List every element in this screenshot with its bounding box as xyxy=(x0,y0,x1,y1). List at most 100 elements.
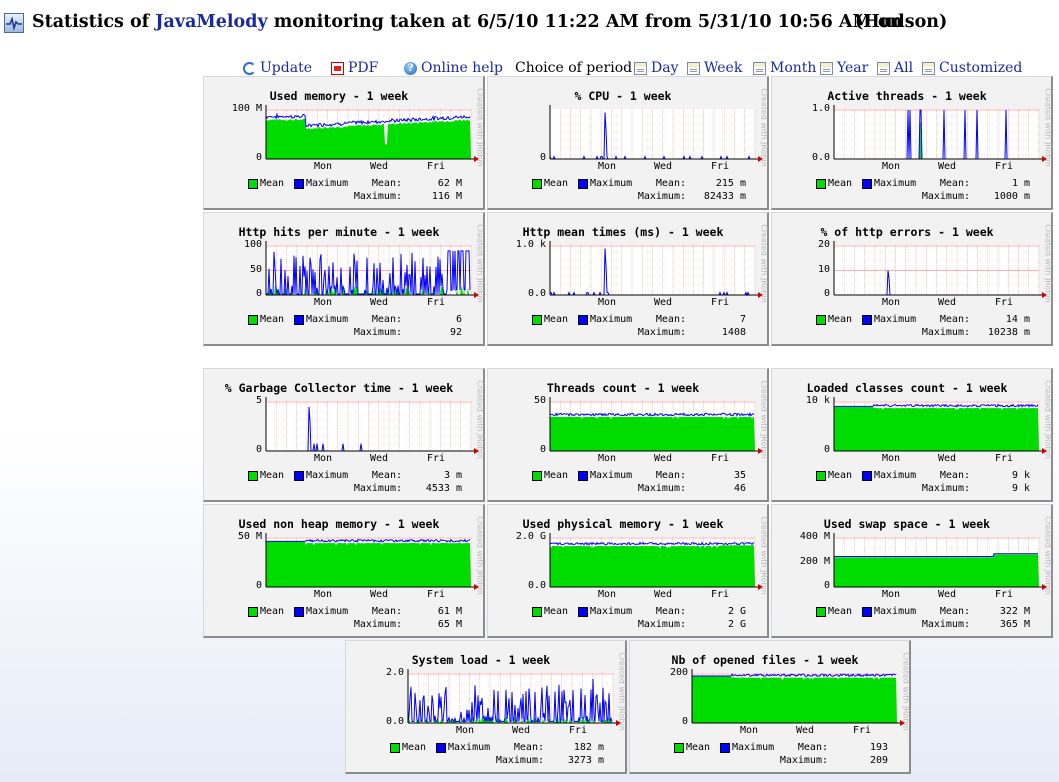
mean-stat-value: 7 xyxy=(739,314,746,325)
pdf-link[interactable]: PDF xyxy=(331,59,378,77)
watermark-text: Created with JRobin xyxy=(1043,88,1053,167)
chart-panel[interactable]: Http mean times (ms) - 1 week 0.0 1.0 k Mon… xyxy=(487,212,769,346)
y-tick-label: 0 xyxy=(255,288,262,299)
refresh-icon xyxy=(243,61,256,75)
chart-panel[interactable]: Active threads - 1 week 0.0 1.0 Mon Wed Fri Cr… xyxy=(771,76,1053,210)
x-tick-label: Wed xyxy=(369,161,389,172)
y-tick-label: 0 xyxy=(823,288,830,299)
mean-series-area xyxy=(692,676,897,723)
chart-title: % Garbage Collector time - 1 week xyxy=(224,381,454,395)
chart-title: % CPU - 1 week xyxy=(574,89,672,103)
chart-panel[interactable]: Used non heap memory - 1 week 0 50 M Mon Wed… xyxy=(203,504,485,638)
mean-swatch xyxy=(674,743,684,753)
watermark-text: Created with JRobin xyxy=(1043,516,1053,595)
brand-link[interactable]: JavaMelody xyxy=(155,12,268,32)
x-tick-label: Wed xyxy=(653,453,673,464)
mean-stat-label: Mean: xyxy=(939,314,970,325)
mean-series-area xyxy=(834,406,1039,451)
x-axis-arrow xyxy=(758,448,763,454)
max-stat-label: Maximum: xyxy=(921,483,970,494)
chart-legend: Mean Maximum Mean: 1 m Maximum: 1000 m xyxy=(780,178,1040,206)
x-tick-label: Fri xyxy=(426,589,446,600)
x-tick-label: Fri xyxy=(994,453,1014,464)
mean-stat-label: Mean: xyxy=(939,178,970,189)
period-week-link[interactable]: Week xyxy=(687,59,742,77)
mean-stat-value: 61 M xyxy=(437,606,462,617)
max-stat-label: Maximum: xyxy=(921,191,970,202)
chart-panel[interactable]: Loaded classes count - 1 week 0 10 k Mon Wed… xyxy=(771,368,1053,502)
mean-legend-label: Mean xyxy=(260,178,285,189)
mean-series-area xyxy=(266,285,471,295)
mean-swatch xyxy=(816,179,826,189)
chart-legend: Mean Maximum Mean: 6 Maximum: 92 xyxy=(212,314,472,342)
max-series-line xyxy=(265,112,471,129)
max-series-line xyxy=(834,403,1039,408)
max-series-line xyxy=(407,678,613,724)
chart-panel[interactable]: Used physical memory - 1 week 0.0 2.0 G Mon… xyxy=(487,504,769,638)
y-tick-label: 50 xyxy=(533,395,546,406)
y-tick-label: 0 xyxy=(255,580,262,591)
max-series-line xyxy=(692,672,897,678)
x-axis-arrow xyxy=(758,584,763,590)
watermark-text: Created with JRobin xyxy=(759,88,769,167)
chart-legend: Mean Maximum Mean: 215 m Maximum: 82433 m xyxy=(496,178,756,206)
max-swatch xyxy=(578,471,588,481)
y-tick-label: 200 xyxy=(669,667,688,678)
mean-stat-value: 2 G xyxy=(727,606,746,617)
mean-stat-value: 9 k xyxy=(1011,470,1030,481)
jrobin-watermark: Created with JRobin xyxy=(470,375,485,473)
y-tick-label: 1.0 k xyxy=(515,239,546,250)
max-stat-value: 1408 xyxy=(721,327,746,338)
chart-panel[interactable]: Threads count - 1 week 0 50 Mon Wed Fri Create… xyxy=(487,368,769,502)
y-tick-label: 0 xyxy=(539,152,546,163)
chart-panel[interactable]: System load - 1 week 0.0 2.0 Mon Wed Fri Creat… xyxy=(345,640,627,774)
chart-svg xyxy=(407,669,621,726)
period-day-link[interactable]: Day xyxy=(634,59,678,77)
period-customized-link[interactable]: Customized xyxy=(922,59,1022,77)
update-link[interactable]: Update xyxy=(243,59,312,77)
chart-legend: Mean Maximum Mean: 2 G Maximum: 2 G xyxy=(496,606,756,634)
x-tick-label: Fri xyxy=(710,297,730,308)
period-month-link[interactable]: Month xyxy=(753,59,816,77)
mean-stat-label: Mean: xyxy=(371,470,402,481)
chart-svg xyxy=(265,241,479,298)
chart-svg xyxy=(833,105,1047,162)
chart-panel[interactable]: % Garbage Collector time - 1 week 0 5 Mon We… xyxy=(203,368,485,502)
mean-swatch xyxy=(390,743,400,753)
chart-legend: Mean Maximum Mean: 322 M Maximum: 365 M xyxy=(780,606,1040,634)
mean-series-area xyxy=(550,545,755,587)
online-help-link[interactable]: ? Online help xyxy=(404,59,503,77)
mean-swatch xyxy=(816,471,826,481)
x-axis-arrow xyxy=(474,448,479,454)
mean-stat-label: Mean: xyxy=(655,470,686,481)
title-prefix: Statistics of xyxy=(32,12,150,32)
chart-panel[interactable]: % CPU - 1 week 0 Mon Wed Fri Created with JRo… xyxy=(487,76,769,210)
x-tick-label: Wed xyxy=(653,297,673,308)
x-tick-label: Mon xyxy=(881,589,901,600)
x-tick-label: Fri xyxy=(710,589,730,600)
x-tick-label: Wed xyxy=(653,161,673,172)
mean-swatch xyxy=(532,179,542,189)
jrobin-watermark: Created with JRobin xyxy=(754,375,769,473)
chart-panel[interactable]: % of http errors - 1 week 0 10 20 Mon Wed Fri C… xyxy=(771,212,1053,346)
period-all-link[interactable]: All xyxy=(877,59,913,77)
calendar-icon xyxy=(877,61,890,75)
mean-stat-value: 3 m xyxy=(443,470,462,481)
x-tick-label: Wed xyxy=(937,453,957,464)
y-tick-label: 2.0 xyxy=(385,667,404,678)
x-tick-label: Fri xyxy=(994,297,1014,308)
x-tick-label: Wed xyxy=(937,297,957,308)
period-year-link[interactable]: Year xyxy=(820,59,868,77)
chart-panel[interactable]: Nb of opened files - 1 week 0 200 Mon Wed Fri… xyxy=(629,640,911,774)
max-stat-label: Maximum: xyxy=(495,755,544,766)
chart-panel[interactable]: Used memory - 1 week 0 100 M Mon Wed Fri Creat… xyxy=(203,76,485,210)
max-swatch xyxy=(578,607,588,617)
chart-panel[interactable]: Used swap space - 1 week 0 200 M 400 M Mon We… xyxy=(771,504,1053,638)
x-axis-arrow xyxy=(1042,156,1047,162)
mean-stat-value: 193 xyxy=(869,742,888,753)
chart-panel[interactable]: Http hits per minute - 1 week 0 50 100 Mon We… xyxy=(203,212,485,346)
max-stat-value: 92 xyxy=(449,327,462,338)
mean-swatch xyxy=(248,179,258,189)
max-legend-label: Maximum xyxy=(306,178,349,189)
mean-stat-label: Mean: xyxy=(371,314,402,325)
